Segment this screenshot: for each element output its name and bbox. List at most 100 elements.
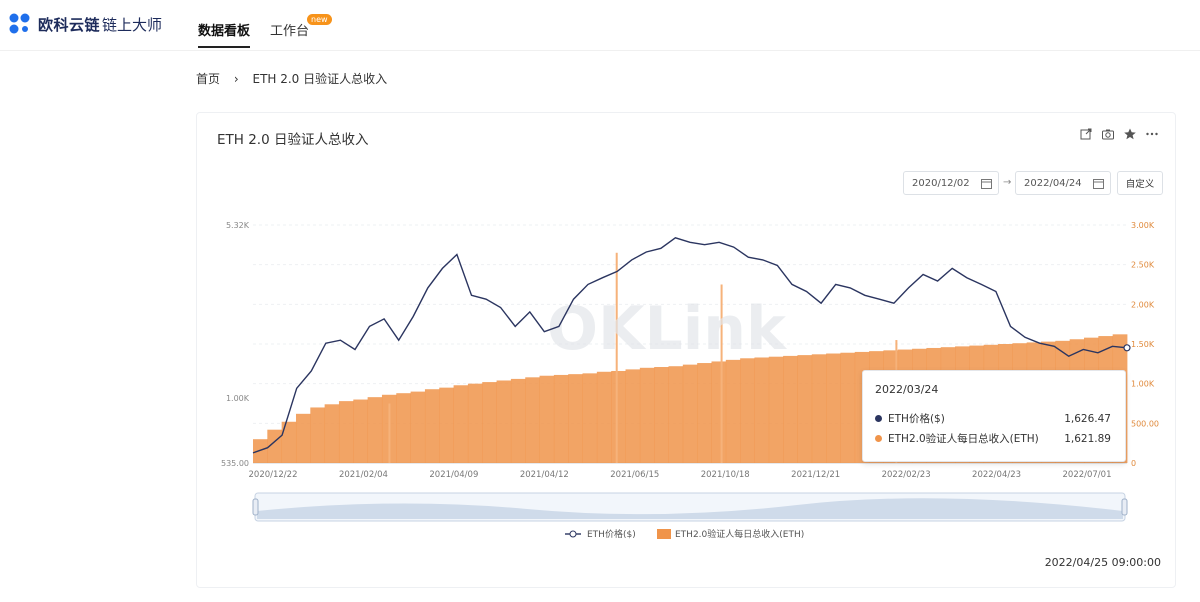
tooltip-price-label: ETH价格($) — [888, 413, 945, 425]
x-tick-label: 2020/12/22 — [249, 470, 298, 480]
legend-line-marker — [569, 530, 577, 538]
income-bar — [539, 375, 555, 463]
tab-workbench[interactable]: 工作台 — [270, 24, 310, 39]
income-bar — [754, 357, 770, 463]
income-bar — [654, 367, 669, 463]
income-spike — [615, 252, 618, 463]
income-bar — [324, 404, 340, 463]
end-date-value: 2022/04/24 — [1024, 177, 1082, 189]
income-bar — [510, 378, 526, 463]
breadcrumb-separator: › — [233, 72, 239, 86]
income-bar — [639, 367, 655, 463]
calendar-icon — [981, 179, 992, 189]
breadcrumb-home[interactable]: 首页 — [196, 72, 221, 86]
income-bar — [625, 369, 641, 463]
price-line — [252, 237, 1128, 454]
income-bar — [783, 355, 798, 463]
income-bar — [482, 382, 497, 463]
y-right-tick-label: 500.00 — [1131, 419, 1159, 428]
income-bar — [740, 358, 755, 463]
x-tick-label: 2022/07/01 — [1063, 470, 1112, 480]
income-bar — [367, 397, 383, 463]
chart-card: ETH 2.0 日验证人总收入 2020/12/02 → 2022/04/24 … — [196, 112, 1176, 588]
logo-icon — [9, 13, 30, 34]
y-axis-right: 0 500.00 1.00K 1.50K 2.00K 2.50K 3.00K — [1131, 221, 1159, 468]
tooltip-price-value: 1,626.47 — [1064, 412, 1111, 425]
y-right-tick-label: 1.00K — [1131, 380, 1155, 389]
x-tick-label: 2021/02/04 — [339, 470, 388, 480]
logo[interactable]: 欧科云链 链上大师 — [8, 12, 162, 36]
y-right-tick-label: 2.00K — [1131, 300, 1155, 309]
income-bar — [611, 370, 626, 463]
tooltip-price-dot — [875, 415, 882, 422]
income-bar — [668, 366, 684, 463]
breadcrumb: 首页 › ETH 2.0 日验证人总收入 — [196, 70, 397, 87]
tooltip-date: 2022/03/24 — [875, 383, 939, 396]
tab-dashboard[interactable]: 数据看板 — [198, 24, 251, 39]
x-tick-label: 2022/02/23 — [882, 470, 931, 480]
top-navigation-bar: 欧科云链 链上大师 数据看板 工作台 new — [0, 0, 1200, 51]
y-right-tick-label: 0 — [1131, 459, 1136, 468]
income-bar — [525, 377, 540, 463]
income-bar — [826, 353, 841, 463]
camera-icon[interactable] — [1101, 127, 1115, 141]
y-left-tick-label: 1.00K — [226, 394, 250, 403]
logo-name: 欧科云链 — [38, 15, 101, 34]
income-bar — [353, 399, 369, 463]
update-timestamp: 2022/04/25 09:00:00 — [1044, 556, 1161, 569]
tooltip-income-value: 1,621.89 — [1064, 432, 1111, 445]
chart[interactable]: OKLink 535.00 1.00K 5.32K 0 500.00 1.00K 1.50… — [197, 113, 1175, 553]
y-left-tick-label: 535.00 — [221, 459, 249, 468]
income-bar — [496, 380, 512, 463]
y-right-tick-label: 2.50K — [1131, 261, 1155, 270]
income-bar — [697, 363, 712, 463]
x-tick-label: 2021/04/09 — [429, 470, 478, 480]
active-tab-indicator — [198, 46, 250, 48]
range-handle-right[interactable] — [1121, 498, 1128, 516]
tooltip-income-dot — [875, 435, 882, 442]
x-tick-label: 2021/06/15 — [610, 470, 659, 480]
income-bar — [396, 393, 412, 463]
income-bar — [811, 354, 827, 463]
date-range-arrow: → — [1003, 177, 1012, 188]
price-end-marker — [1123, 344, 1131, 352]
income-bar — [439, 387, 454, 463]
y-left-tick-label: 5.32K — [226, 221, 250, 230]
income-spike — [720, 284, 723, 463]
tooltip-row-price: ETH价格($) 1,626.47 — [875, 411, 1111, 426]
logo-subtitle: 链上大师 — [102, 15, 163, 34]
legend-area-swatch — [657, 529, 671, 539]
y-axis-left: 535.00 1.00K 5.32K — [221, 221, 250, 468]
income-bar — [310, 407, 326, 463]
share-icon[interactable] — [1079, 127, 1093, 141]
legend-price[interactable]: ETH价格($) — [587, 528, 636, 540]
legend-income[interactable]: ETH2.0验证人每日总收入(ETH) — [675, 528, 804, 540]
range-slider-preview — [257, 498, 1123, 519]
new-badge: new — [307, 14, 332, 25]
x-tick-label: 2022/04/23 — [972, 470, 1021, 480]
income-bar — [682, 364, 698, 463]
card-title: ETH 2.0 日验证人总收入 — [217, 132, 369, 148]
x-tick-label: 2021/04/12 — [520, 470, 569, 480]
start-date-input[interactable]: 2020/12/02 — [903, 171, 999, 195]
income-bar — [453, 385, 469, 463]
chart-tooltip: 2022/03/24 ETH价格($) 1,626.47 ETH2.0验证人每日… — [862, 370, 1126, 462]
star-icon[interactable] — [1123, 127, 1137, 141]
custom-range-button[interactable]: 自定义 — [1117, 171, 1163, 195]
income-spike — [388, 403, 391, 463]
tooltip-income-label: ETH2.0验证人每日总收入(ETH) — [888, 433, 1039, 445]
more-icon[interactable] — [1145, 127, 1159, 141]
income-bar — [410, 391, 426, 463]
start-date-value: 2020/12/02 — [912, 177, 970, 189]
income-bar — [253, 439, 268, 463]
income-bar — [582, 373, 598, 463]
income-bar — [797, 355, 813, 463]
income-bar — [711, 361, 727, 463]
range-handle-left[interactable] — [252, 498, 259, 516]
income-bar — [281, 421, 297, 463]
breadcrumb-current: ETH 2.0 日验证人总收入 — [252, 72, 388, 86]
income-bar — [338, 401, 354, 463]
end-date-input[interactable]: 2022/04/24 — [1015, 171, 1111, 195]
income-bar — [568, 374, 583, 463]
x-tick-label: 2021/12/21 — [791, 470, 840, 480]
